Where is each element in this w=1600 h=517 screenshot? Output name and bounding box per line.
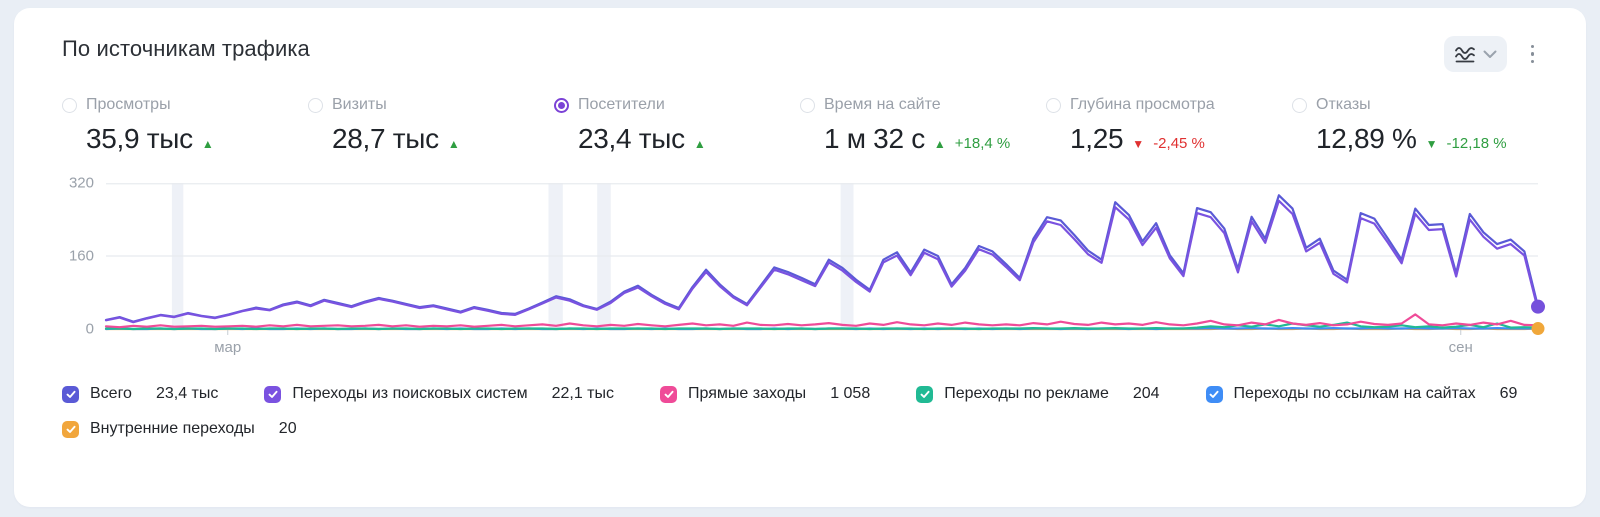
- legend-item[interactable]: Переходы из поисковых систем 22,1 тыс: [264, 385, 614, 403]
- trend-down-icon: ▼: [1425, 137, 1438, 151]
- metric-label: Посетители: [578, 96, 665, 113]
- wave-lines-chart-icon: [1454, 47, 1475, 63]
- legend-value: 22,1 тыс: [551, 385, 615, 402]
- legend-checkbox[interactable]: [660, 385, 678, 403]
- metric-value: 23,4 тыс: [578, 123, 685, 154]
- checkmark-icon: [1209, 390, 1219, 398]
- traffic-sources-card: По источникам трафика Про: [14, 8, 1586, 507]
- metric-value: 1,25: [1070, 123, 1124, 154]
- metric-label: Глубина просмотра: [1070, 96, 1215, 113]
- metric-radio[interactable]: [308, 97, 323, 113]
- legend-label: Внутренние переходы: [90, 420, 255, 437]
- series-end-dot: [1531, 322, 1545, 336]
- metric-label: Просмотры: [86, 96, 171, 113]
- legend-value: 1 058: [830, 385, 871, 402]
- metric-radio[interactable]: [62, 97, 77, 113]
- legend-item[interactable]: Всего 23,4 тыс: [62, 385, 218, 403]
- metric-value: 12,89 %: [1316, 123, 1417, 154]
- legend-label: Прямые заходы: [688, 385, 807, 402]
- legend-value: 23,4 тыс: [155, 385, 219, 402]
- page-title: По источникам трафика: [62, 36, 310, 61]
- chart-series-line: [104, 199, 1540, 324]
- chart-area: 0 160 320 мар сен: [69, 175, 1545, 359]
- metric-tab[interactable]: Время на сайте 1 м 32 с ▲ +18,4 %: [800, 96, 1046, 155]
- legend-value: 20: [278, 420, 297, 437]
- metric-value: 35,9 тыс: [86, 123, 193, 154]
- y-axis-tick-label: 320: [68, 174, 94, 192]
- card-header: По источникам трафика: [62, 34, 1538, 72]
- legend-value: 69: [1499, 385, 1518, 402]
- x-axis-tick-label: сен: [1448, 339, 1473, 356]
- header-controls: [1443, 36, 1539, 72]
- trend-up-icon: ▲: [933, 137, 946, 151]
- y-axis-tick-label: 0: [85, 320, 94, 338]
- legend-checkbox[interactable]: [916, 385, 934, 403]
- metric-label: Визиты: [332, 96, 387, 113]
- legend-item[interactable]: Переходы по ссылкам на сайтах 69: [1205, 385, 1518, 403]
- chart-type-selector-button[interactable]: [1443, 36, 1507, 72]
- legend-label: Переходы по ссылкам на сайтах: [1233, 385, 1476, 402]
- metric-tab[interactable]: Отказы 12,89 % ▼ -12,18 %: [1292, 96, 1538, 155]
- trend-up-icon: ▲: [693, 137, 706, 151]
- metric-tab[interactable]: Просмотры 35,9 тыс ▲: [62, 96, 308, 155]
- legend-label: Переходы из поисковых систем: [292, 385, 528, 402]
- metric-tab[interactable]: Визиты 28,7 тыс ▲: [308, 96, 554, 155]
- checkmark-icon: [268, 390, 278, 398]
- metric-radio[interactable]: [1292, 97, 1307, 113]
- y-axis-tick-label: 160: [68, 247, 94, 265]
- checkmark-icon: [920, 390, 930, 398]
- metric-tab[interactable]: Посетители 23,4 тыс ▲: [554, 96, 800, 155]
- x-axis: мар сен: [106, 329, 1538, 359]
- trend-delta: -2,45 %: [1153, 135, 1205, 152]
- checkmark-icon: [66, 390, 76, 398]
- trend-down-icon: ▼: [1132, 137, 1145, 151]
- metric-label: Отказы: [1316, 96, 1371, 113]
- legend-checkbox[interactable]: [62, 385, 79, 403]
- trend-delta: +18,4 %: [954, 135, 1011, 152]
- chart-legend: Всего 23,4 тыс Переходы из поисковых сис…: [62, 385, 1538, 438]
- x-axis-tick-label: мар: [214, 339, 242, 356]
- trend-up-icon: ▲: [201, 137, 214, 151]
- metrics-row: Просмотры 35,9 тыс ▲ Визиты 28,7 тыс ▲ П…: [62, 96, 1538, 155]
- checkmark-icon: [66, 425, 76, 433]
- legend-value: 204: [1132, 385, 1160, 402]
- legend-label: Переходы по рекламе: [944, 385, 1109, 402]
- metric-radio[interactable]: [800, 97, 815, 113]
- chevron-down-icon: [1483, 50, 1496, 58]
- legend-item[interactable]: Внутренние переходы 20: [62, 420, 297, 438]
- kebab-menu-icon: [1530, 44, 1534, 64]
- legend-checkbox[interactable]: [62, 420, 79, 438]
- metric-label: Время на сайте: [824, 96, 941, 113]
- metric-tab[interactable]: Глубина просмотра 1,25 ▼ -2,45 %: [1046, 96, 1292, 155]
- plot-area: 0 160 320: [69, 175, 1545, 338]
- legend-item[interactable]: Прямые заходы 1 058: [660, 385, 870, 403]
- legend-item[interactable]: Переходы по рекламе 204: [916, 385, 1160, 403]
- more-menu-button[interactable]: [1527, 39, 1539, 70]
- x-axis-tick: [1459, 330, 1462, 335]
- metric-radio[interactable]: [554, 97, 569, 113]
- legend-checkbox[interactable]: [264, 385, 282, 403]
- trend-up-icon: ▲: [447, 137, 460, 151]
- checkmark-icon: [664, 390, 674, 398]
- series-end-dot: [1531, 299, 1545, 314]
- x-axis-tick: [226, 330, 229, 335]
- metric-value: 1 м 32 с: [824, 123, 925, 154]
- legend-checkbox[interactable]: [1205, 385, 1223, 403]
- legend-label: Всего: [90, 385, 132, 402]
- trend-delta: -12,18 %: [1446, 135, 1507, 152]
- metric-value: 28,7 тыс: [332, 123, 439, 154]
- metric-radio[interactable]: [1046, 97, 1061, 113]
- traffic-chart-svg[interactable]: [104, 183, 1545, 336]
- chart-series-line: [104, 313, 1540, 329]
